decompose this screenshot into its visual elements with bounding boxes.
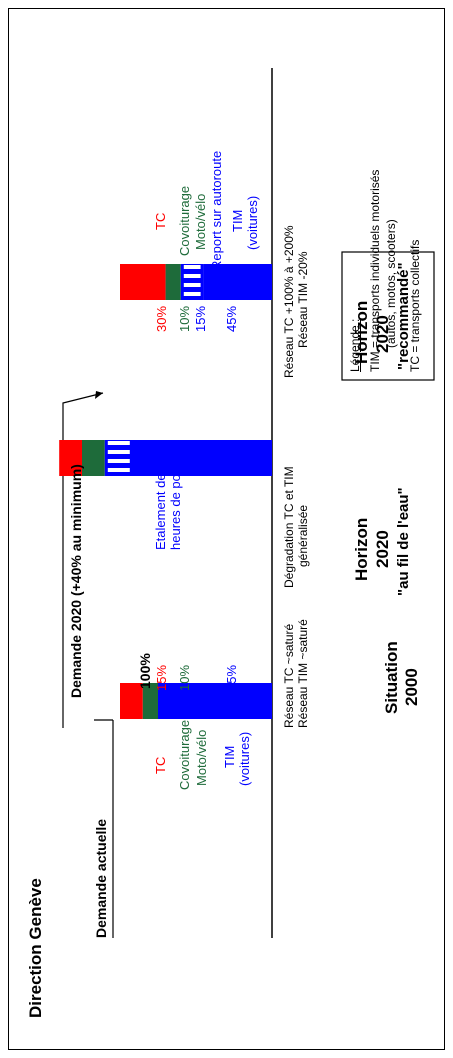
bar3-covoit-value: 10% <box>177 305 192 332</box>
right-covoiturage-label: Covoiturage <box>177 185 192 256</box>
legend-line-2: (autos, motos, scooters) <box>384 219 398 348</box>
left-tc-label: TC <box>153 756 168 774</box>
report-stripe <box>183 283 201 287</box>
arrow-head <box>95 391 103 399</box>
figure-frame <box>8 8 445 1050</box>
bar1-covoit-value: 10% <box>177 664 192 691</box>
network-2000-line-1: Réseau TC ~saturé <box>282 623 296 728</box>
legend-line-1: TIM = transports individuels motorisés <box>368 169 382 372</box>
bars-group <box>59 264 273 719</box>
legend-line-3: TC = transports collectifs <box>408 239 422 372</box>
etalement-line-1: Etalement des <box>153 466 168 550</box>
report-stripe <box>183 265 201 269</box>
bar-3-report-segment <box>180 264 204 300</box>
network-rec-line-1: Réseau TC +100% à +200% <box>282 225 296 378</box>
right-moto-label: Moto/vélo <box>193 193 208 250</box>
network-fil-line-2: généralisée <box>296 504 310 567</box>
legend-box <box>341 251 435 381</box>
bar-2-tim-segment <box>104 440 272 476</box>
bar-2-tc-segment <box>59 440 82 476</box>
legend-heading: Légende : <box>348 318 362 372</box>
scenario-2000-line-2: 2000 <box>402 668 421 706</box>
bar-1-covoit-segment <box>142 683 159 719</box>
chart-title: Direction Genève <box>26 878 45 1018</box>
scenario-fil-line-3: "au fil de l'eau" <box>395 487 412 596</box>
bar-1-tim-segment <box>158 683 272 719</box>
scenario-2000-line-1: Situation <box>382 641 401 714</box>
bar-3-covoit-segment <box>165 264 181 300</box>
left-moto-label: Moto/vélo <box>194 729 209 786</box>
bar-3-tim-segment <box>203 264 273 300</box>
network-rec-line-2: Réseau TIM -20% <box>296 251 310 349</box>
etalement-stripe <box>107 441 130 445</box>
right-voitures-label: (voitures) <box>245 195 260 250</box>
bar-total-label: 100% <box>137 653 153 689</box>
scenario-fil-line-1: Horizon <box>352 517 371 581</box>
etalement-line-2: heures de pointe <box>168 453 183 550</box>
network-fil-line-1: Dégradation TC et TIM <box>282 466 296 588</box>
etalement-stripe <box>107 450 130 454</box>
left-voitures-label: (voitures) <box>237 731 252 786</box>
bar-3-tc-segment <box>120 264 166 300</box>
bar3-tim-value: 45% <box>224 305 239 332</box>
bar1-tc-value: 15% <box>154 664 169 691</box>
right-tim-label: TIM <box>230 209 245 232</box>
report-stripe <box>183 292 201 296</box>
right-tc-label: TC <box>153 212 168 230</box>
bar1-tim-value: 75% <box>224 664 239 691</box>
bar3-tc-value: 30% <box>154 305 169 332</box>
etalement-stripe <box>107 459 130 463</box>
demande-actuelle-label: Demande actuelle <box>93 818 109 938</box>
report-stripe <box>183 274 201 278</box>
demande-2020-arrow <box>62 392 104 433</box>
right-report-label: Report sur autoroute <box>209 150 224 270</box>
bar3-report-value: 15% <box>193 305 208 332</box>
bar-2-covoit-segment <box>82 440 105 476</box>
etalement-stripe <box>107 468 130 472</box>
bar-1-tc-segment <box>120 683 143 719</box>
scenario-fil-line-2: 2020 <box>373 530 392 568</box>
network-2000-line-2: Réseau TIM ~saturé <box>296 619 310 728</box>
left-tim-label: TIM <box>222 745 237 768</box>
demande-2020-label: Demande 2020 (+40% au minimum) <box>68 464 84 698</box>
left-covoiturage-label: Covoiturage <box>177 719 192 790</box>
